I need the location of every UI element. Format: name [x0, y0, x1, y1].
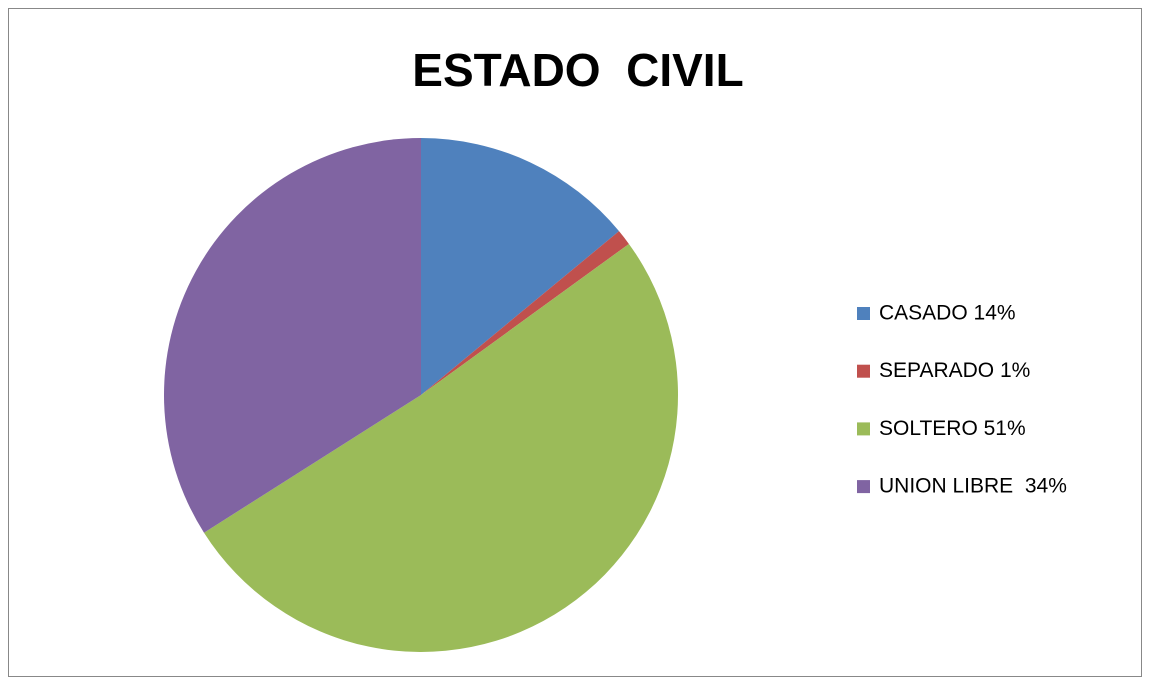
legend-label: CASADO 14% — [879, 302, 1016, 325]
legend-swatch — [857, 422, 870, 436]
pie-slice — [421, 138, 620, 395]
chart-title: ESTADO CIVIL — [412, 44, 743, 96]
legend-swatch — [857, 364, 870, 378]
legend-label: SEPARADO 1% — [879, 359, 1030, 382]
legend-label: UNION LIBRE 34% — [879, 475, 1067, 498]
pie-slice — [204, 243, 679, 653]
pie-slice — [164, 137, 422, 533]
legend-swatch — [857, 480, 870, 494]
legend-swatch — [857, 307, 870, 320]
pie-slice — [421, 231, 629, 395]
legend-label: SOLTERO 51% — [879, 417, 1026, 440]
